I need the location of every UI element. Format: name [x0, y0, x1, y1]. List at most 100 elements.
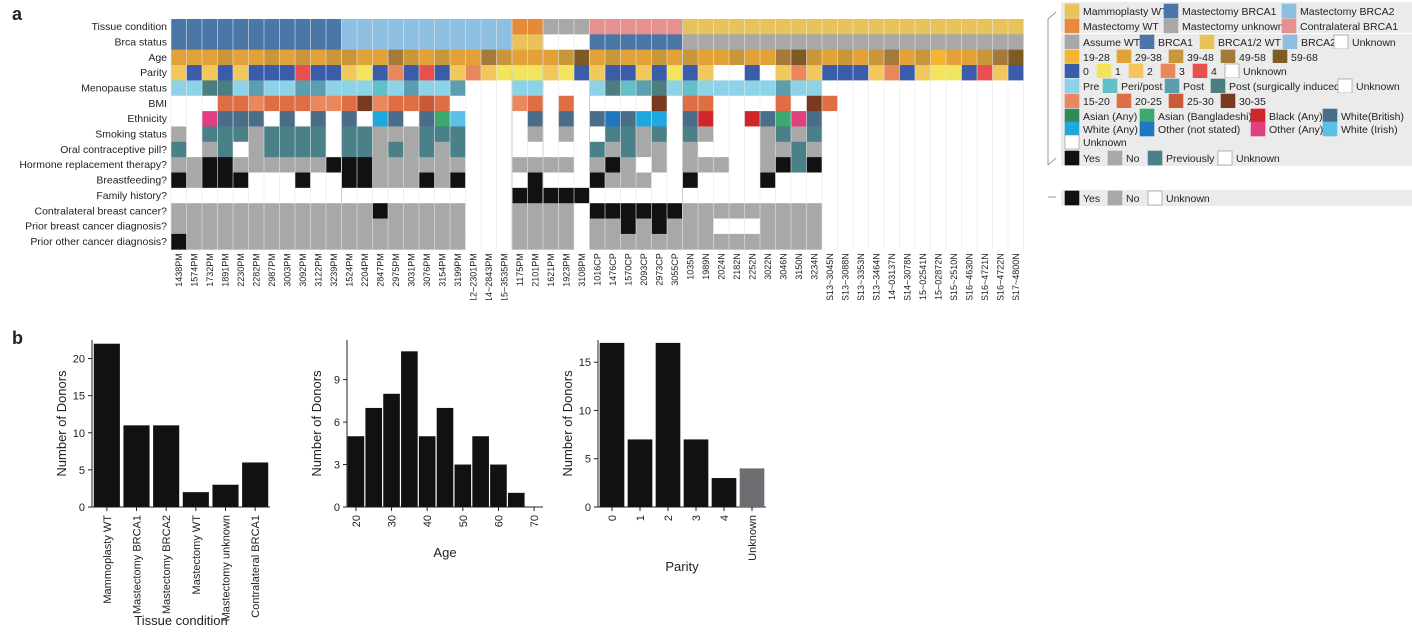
heatmap-cell: [186, 187, 203, 204]
heatmap-cell: [543, 126, 559, 143]
heatmap-cell: [806, 141, 823, 158]
heatmap-cell: [357, 141, 373, 158]
heatmap-cell: [558, 141, 575, 158]
heatmap-cell: [310, 34, 327, 51]
column-label: 3122PM: [313, 253, 323, 287]
heatmap-cell: [713, 172, 730, 189]
column-label: LS15~3535PM: [499, 253, 509, 300]
bar: [490, 464, 507, 507]
heatmap-cell: [372, 34, 389, 51]
heatmap-cell: [279, 95, 296, 112]
heatmap-cell: [1008, 34, 1024, 51]
heatmap-cell: [341, 49, 358, 66]
heatmap-cell: [279, 19, 296, 35]
heatmap-cell: [171, 233, 187, 250]
heatmap-cell: [248, 111, 265, 127]
heatmap-cell: [202, 49, 218, 66]
column-label: 1570CP: [623, 253, 633, 286]
heatmap-cell: [450, 126, 466, 143]
heatmap-cell: [558, 126, 575, 143]
legend-bmi-20-swatch: [1116, 93, 1132, 109]
column-label: LS15~2510N: [949, 253, 959, 300]
column-label: 3055CP: [670, 253, 680, 286]
heatmap-cell: [558, 172, 575, 189]
heatmap-cell: [822, 126, 838, 143]
heatmap-cell: [217, 49, 234, 66]
bar: [739, 468, 765, 507]
heatmap-cell: [868, 187, 885, 204]
heatmap-cell: [853, 19, 869, 35]
heatmap-cell: [667, 19, 683, 35]
heatmap-cell: [899, 95, 916, 112]
heatmap-cell: [527, 187, 544, 204]
heatmap-cell: [977, 157, 993, 173]
heatmap-cell: [853, 203, 869, 219]
heatmap-cell: [450, 111, 466, 127]
heatmap-cell: [806, 19, 823, 35]
heatmap-cell: [171, 34, 187, 51]
legend-parity-1-swatch: [1096, 63, 1112, 79]
legend-ynp-no-swatch: [1107, 150, 1123, 166]
heatmap-cell: [946, 126, 962, 143]
heatmap-cell: [450, 141, 466, 158]
heatmap-cell: [837, 218, 854, 235]
heatmap-cell: [403, 233, 420, 250]
heatmap-cell: [682, 65, 699, 81]
heatmap-cell: [419, 49, 435, 66]
heatmap-cell: [713, 111, 730, 127]
heatmap-cell: [775, 80, 792, 97]
legend-eth-other-any-swatch: [1250, 121, 1266, 137]
heatmap-cell: [775, 49, 792, 66]
heatmap-cell: [729, 49, 745, 66]
heatmap-cell: [620, 95, 637, 112]
legend-brca1-label: BRCA1: [1158, 37, 1193, 49]
heatmap-cell: [589, 233, 606, 250]
heatmap-cell: [589, 65, 606, 81]
heatmap-cell: [853, 80, 869, 97]
heatmap-cell: [605, 233, 621, 250]
panel-a-letter: a: [12, 4, 23, 24]
column-label: 3003PM: [282, 253, 292, 287]
heatmap-cell: [403, 203, 420, 219]
heatmap-cell: [868, 203, 885, 219]
bar: [599, 342, 625, 507]
heatmap-cell: [248, 233, 265, 250]
heatmap-cell: [744, 34, 761, 51]
heatmap-cell: [961, 95, 978, 112]
heatmap-cell: [341, 233, 358, 250]
heatmap-cell: [682, 233, 699, 250]
heatmap-cell: [202, 19, 218, 35]
heatmap-cell: [1008, 218, 1024, 235]
legend-eth-other-any-label: Other (Any): [1269, 124, 1323, 136]
heatmap-cell: [574, 157, 590, 173]
heatmap-cell: [496, 111, 513, 127]
heatmap-cell: [620, 218, 637, 235]
heatmap-cell: [636, 141, 652, 158]
heatmap-cell: [465, 187, 482, 204]
heatmap-cell: [713, 19, 730, 35]
legend-eth-white-brit-swatch: [1322, 108, 1338, 124]
legend-age-59-swatch: [1272, 49, 1288, 65]
column-label: 3046N: [778, 253, 788, 280]
heatmap-cell: [620, 80, 637, 97]
row-label: Prior breast cancer diagnosis?: [25, 221, 167, 233]
heatmap-cell: [357, 49, 373, 66]
column-label: LS16~4721N: [980, 253, 990, 300]
heatmap-cell: [822, 34, 838, 51]
heatmap-cell: [822, 203, 838, 219]
heatmap-cell: [589, 19, 606, 35]
heatmap-cell: [248, 49, 265, 66]
heatmap-cell: [326, 49, 342, 66]
heatmap-cell: [915, 172, 931, 189]
heatmap-cell: [744, 126, 761, 143]
heatmap-cell: [357, 80, 373, 97]
heatmap-cell: [310, 172, 327, 189]
legend-mast-wt-label: Mastectomy WT: [1083, 21, 1159, 33]
heatmap-cell: [558, 203, 575, 219]
heatmap-cell: [698, 172, 714, 189]
bar: [383, 393, 400, 507]
heatmap-cell: [729, 34, 745, 51]
heatmap-cell: [930, 172, 947, 189]
legend-brca-unknown-swatch: [1333, 34, 1349, 50]
heatmap-cell: [744, 157, 761, 173]
